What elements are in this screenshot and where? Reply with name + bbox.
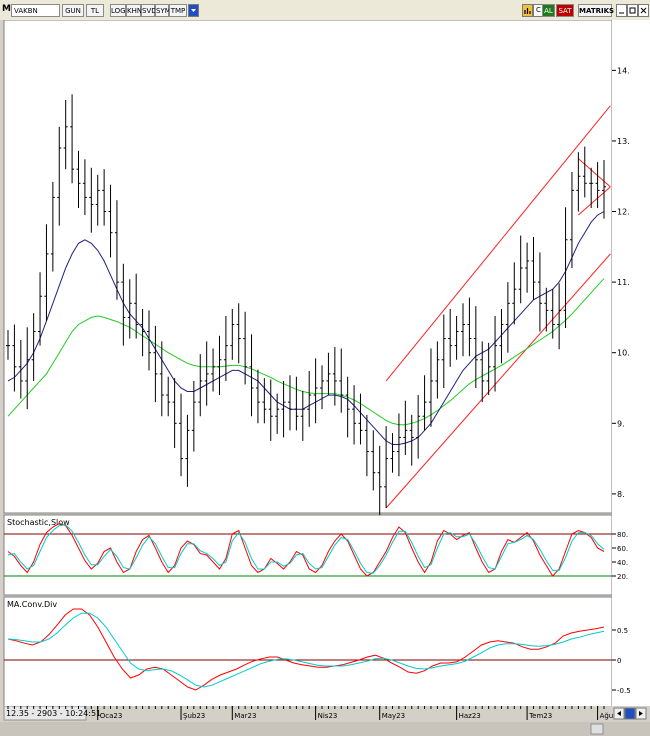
channel-upper-line	[385, 105, 611, 382]
chart-area[interactable]: 8. 9. 10. 11. 12. 13. 14. Stochastic,Slow 80. 6…	[0, 20, 650, 706]
date-tick-label: Mar23	[234, 712, 256, 720]
macd-tick-label: -0.5	[617, 687, 631, 695]
date-tick-label: Oca23	[100, 712, 123, 720]
date-tick-label: Tem23	[528, 712, 552, 720]
macd-tick-label: 0.5	[617, 627, 628, 635]
volume-khn-button[interactable]: KHN	[126, 4, 142, 17]
svd-button[interactable]: SVD	[141, 4, 157, 17]
close-icon[interactable]	[638, 4, 649, 17]
price-panel[interactable]	[3, 20, 613, 514]
date-tick-label: Nis23	[318, 712, 338, 720]
matriks-button[interactable]: MATRIKS	[578, 4, 614, 17]
moving-average-long-line	[7, 278, 605, 426]
chart-settings-icon[interactable]	[522, 4, 533, 17]
period-day-button[interactable]: GUN	[62, 4, 84, 17]
date-tick-label: Haz23	[459, 712, 481, 720]
sell-sat-button[interactable]: SAT	[556, 4, 574, 17]
price-tick-label: 13.	[617, 137, 630, 146]
left-arrow-icon	[617, 711, 621, 716]
price-tick-label: 9.	[617, 419, 625, 428]
moving-average-short-line	[7, 211, 605, 445]
price-tick-label: 10.	[617, 349, 630, 358]
date-tick-label: Ağu23	[600, 712, 623, 720]
app-logo: M	[2, 4, 11, 14]
stochastic-tick-label: 20.	[617, 573, 628, 581]
buy-al-button[interactable]: AL	[542, 4, 555, 17]
toolbar: M VAKBN GUN TL LOG KHN SVD SYM TMP C AL …	[0, 0, 650, 21]
log-scale-button[interactable]: LOG	[110, 4, 126, 17]
price-tick-label: 11.	[617, 278, 630, 287]
scrollbar-thumb[interactable]	[590, 723, 604, 735]
maximize-icon[interactable]	[627, 4, 638, 17]
stochastic-k-line	[7, 522, 605, 577]
price-tick-label: 14.	[617, 66, 630, 75]
right-arrow-icon	[639, 711, 643, 716]
price-axis	[612, 20, 650, 706]
macd-tick-label: 0	[617, 657, 621, 665]
stochastic-d-line	[7, 524, 605, 574]
template-button[interactable]: TMP	[169, 4, 187, 17]
minimize-icon[interactable]	[616, 4, 627, 17]
stochastic-axis-ticks: 80. 60. 40. 20.	[612, 531, 628, 581]
macd-series	[4, 608, 612, 691]
stochastic-tick-label: 60.	[617, 545, 628, 553]
symbol-input[interactable]: VAKBN	[11, 4, 60, 17]
price-axis-ticks: 8. 9. 10. 11. 12. 13. 14.	[612, 66, 630, 499]
stochastic-tick-label: 40.	[617, 559, 628, 567]
date-tick-label: Şub23	[183, 712, 205, 720]
macd-title: MA.Conv.Div	[7, 600, 57, 609]
pennant-top-line	[578, 158, 611, 188]
stochastic-tick-label: 80.	[617, 531, 628, 539]
date-tick-label: May23	[382, 712, 405, 720]
stochastic-series	[4, 522, 612, 577]
status-bar: 12.35 - 2903 - 10:24:51 Oca23 Şub23 Mar23 N…	[0, 706, 650, 736]
stochastic-panel[interactable]	[3, 514, 613, 596]
pennant-bottom-line	[578, 186, 611, 216]
zoom-button[interactable]	[624, 707, 636, 720]
macd-axis-ticks: 0.5 0 -0.5	[612, 627, 631, 695]
macd-line	[7, 608, 605, 691]
dropdown-icon[interactable]	[188, 4, 199, 17]
price-tick-label: 8.	[617, 490, 625, 499]
currency-tl-button[interactable]: TL	[86, 4, 104, 17]
macd-signal-line	[7, 612, 605, 688]
channel-lower-line	[385, 253, 611, 509]
price-tick-label: 12.	[617, 208, 630, 217]
stochastic-title: Stochastic,Slow	[7, 518, 70, 527]
macd-panel[interactable]	[3, 596, 613, 706]
price-series	[6, 94, 611, 516]
date-axis: Oca23 Şub23 Mar23 Nis23 May23 Haz23 Tem23 Ağu23	[7, 706, 623, 720]
symbol-button[interactable]: SYM	[155, 4, 171, 17]
status-readout: 12.35 - 2903 - 10:24:51	[6, 709, 101, 718]
